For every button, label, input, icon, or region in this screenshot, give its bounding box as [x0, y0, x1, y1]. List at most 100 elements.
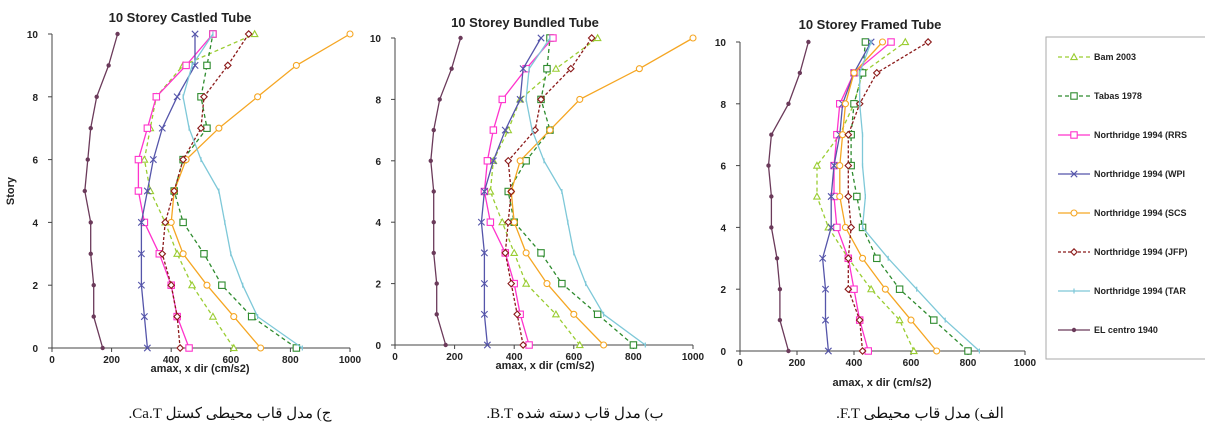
data-point [187, 280, 197, 289]
data-point [88, 220, 93, 225]
x-tick-label: 400 [846, 358, 863, 369]
data-point [844, 192, 853, 201]
data-point [480, 187, 488, 196]
data-point [844, 254, 853, 263]
data-point [143, 344, 151, 352]
legend-item: Bam 2003 [1058, 52, 1136, 62]
data-point [179, 155, 188, 164]
data-point [161, 218, 170, 227]
x-tick-label: 1000 [1014, 358, 1037, 369]
data-point [558, 279, 566, 288]
y-tick-label: 6 [720, 162, 726, 173]
legend: Bam 2003 Tabas 1978 Northridge 1994 (RRS No… [1045, 36, 1205, 360]
data-point [173, 312, 182, 321]
data-point [551, 309, 561, 318]
data-point [197, 124, 205, 133]
data-point [777, 317, 783, 323]
series-line [850, 41, 969, 352]
x-tick-label: 400 [163, 355, 180, 366]
y-tick-label: 8 [375, 95, 381, 106]
data-point [836, 162, 844, 170]
data-point [629, 341, 638, 349]
data-point [483, 341, 491, 349]
data-point [777, 287, 783, 292]
data-point [91, 314, 96, 319]
x-tick-label: 200 [103, 355, 120, 366]
legend-marker [1070, 209, 1078, 217]
data-point [872, 68, 881, 77]
data-point [635, 65, 643, 73]
series-line [859, 41, 980, 352]
series-5 [507, 34, 697, 349]
data-point [167, 281, 176, 290]
data-point [218, 281, 226, 289]
data-point [551, 64, 561, 72]
series-4 [477, 34, 545, 349]
panel-caption: الف) مدل قاب محیطی F.T. [836, 406, 1004, 422]
data-point [587, 34, 596, 42]
data-point [137, 218, 145, 226]
data-point [140, 155, 149, 163]
data-point [437, 97, 442, 102]
y-tick-label: 0 [375, 341, 381, 352]
data-point [85, 157, 90, 162]
data-point [106, 63, 111, 68]
data-point [881, 285, 889, 293]
data-point [134, 187, 143, 195]
legend-marker [1070, 92, 1078, 100]
x-tick-label: 0 [392, 352, 398, 363]
chart-title: 10 Storey Castled Tube [109, 10, 252, 25]
data-point [537, 249, 545, 257]
series-line [170, 33, 351, 349]
data-point [346, 30, 354, 38]
series-line [483, 37, 554, 346]
data-point [924, 38, 933, 46]
series-line [143, 33, 255, 349]
y-tick-label: 8 [32, 93, 38, 104]
data-point [91, 283, 96, 288]
data-point [486, 187, 495, 195]
data-point [576, 95, 584, 103]
legend-box [1045, 36, 1205, 360]
data-point [88, 251, 93, 256]
data-point [774, 256, 780, 261]
legend-label: EL centro 1940 [1094, 325, 1158, 335]
data-point [152, 93, 161, 101]
legend-marker [1071, 327, 1077, 333]
data-point [100, 345, 105, 351]
panel-caption: ج) مدل قاب محیطی کستل Ca.T. [129, 406, 332, 422]
data-point [182, 61, 190, 70]
y-tick-label: 2 [375, 280, 381, 291]
data-point [292, 344, 301, 352]
data-point [250, 29, 259, 38]
data-point [507, 187, 516, 196]
data-point [531, 126, 540, 135]
data-point [821, 316, 830, 324]
series-5 [836, 38, 941, 355]
data-point [861, 38, 870, 46]
data-point [176, 344, 185, 352]
data-point [858, 254, 867, 262]
data-point [570, 310, 578, 318]
data-point [510, 248, 519, 257]
data-point [489, 126, 498, 134]
y-tick-label: 2 [32, 281, 38, 292]
legend-item: EL centro 1940 [1058, 325, 1158, 335]
x-axis-label: amax, x dir (cm/s2) [150, 363, 249, 375]
data-point [140, 313, 148, 321]
data-point [887, 38, 895, 46]
series-7 [859, 39, 980, 354]
x-tick-label: 200 [446, 352, 463, 363]
data-point [134, 155, 143, 164]
data-point [766, 163, 771, 168]
y-tick-label: 0 [720, 347, 726, 358]
data-point [88, 125, 93, 131]
chart-title: 10 Storey Bundled Tube [451, 15, 599, 30]
x-axis-label: amax, x dir (cm/s2) [832, 377, 931, 389]
data-point [480, 280, 488, 288]
legend-label: Northridge 1994 (SCS [1094, 208, 1187, 218]
x-tick-label: 800 [625, 352, 642, 363]
legend-marker [1069, 52, 1079, 61]
data-point [844, 130, 853, 139]
data-point [519, 341, 528, 349]
